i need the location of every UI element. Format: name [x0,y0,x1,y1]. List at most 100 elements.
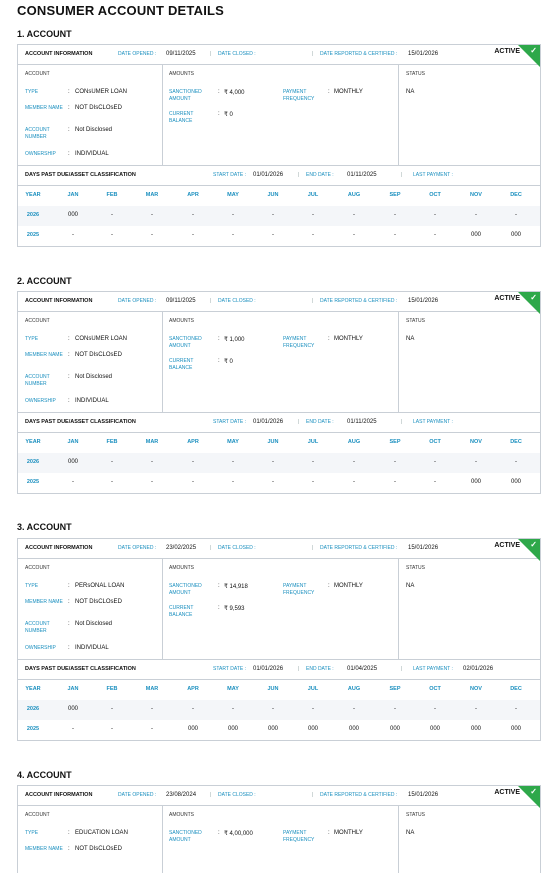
account-info-bar: ACCOUNT INFORMATION DATE OPENED : 09/11/20… [18,292,540,314]
separator: | [312,298,314,304]
amounts-column: AMOUNTS SANCTIONED AMOUNT: ₹ 14,918 CURRENT… [162,559,399,659]
amounts-column: AMOUNTS SANCTIONED AMOUNT: ₹ 1,000 CURRENT … [162,312,399,412]
dpd-cell: - [272,232,274,238]
date-opened-value: 23/02/2025 [166,545,197,551]
sanctioned-amount-field-value: ₹ 1,000 [224,337,245,343]
dpd-cell: - [192,479,194,485]
ownership-field: OWNERSHIP: INDIVIDUAL [25,151,165,167]
month-header: JAN [67,192,79,198]
dpd-cell: 000 [67,706,78,712]
end-date-label: END DATE : [306,172,334,178]
account-info-bar: ACCOUNT INFORMATION DATE OPENED : 23/02/20… [18,539,540,561]
type-field: TYPE: PERsONAL LOAN [25,583,165,599]
dpd-cell: - [394,459,396,465]
sanctioned-amount-field: SANCTIONED AMOUNT: ₹ 14,918 [169,583,309,599]
account-number-field-value: Not Disclosed [75,127,113,133]
page-title: CONSUMER ACCOUNT DETAILS [17,3,225,18]
separator: | [298,666,300,672]
colon: : [328,830,330,836]
date-closed-label: DATE CLOSED : [218,51,256,57]
dpd-year-row: 2026 000 - - - - - - - - - - - [18,700,540,720]
separator: | [401,172,403,178]
amounts-column-header: AMOUNTS [169,71,194,77]
current-balance-field: CURRENT BALANCE: ₹ 9,593 [169,605,309,621]
month-header: FEB [106,439,118,445]
dpd-cell: - [475,706,477,712]
month-header: FEB [106,192,118,198]
dpd-cell: - [151,459,153,465]
month-header: NOV [470,192,482,198]
dpd-cell: - [272,479,274,485]
last-payment-label: LAST PAYMENT : [413,419,453,425]
month-header: JUN [267,686,279,692]
dpd-table: YEAR JAN FEB MAR APR MAY JUN JUL AUG SEP OCT NOV DEC… [18,433,540,493]
end-date-value: 01/04/2025 [347,666,378,672]
date-reported-label: DATE REPORTED & CERTIFIED : [320,545,398,551]
dpd-cell: 000 [187,726,198,732]
dpd-year-row: 2025 - - - - - - - - - - 000 000 [18,473,540,493]
last-payment-label: LAST PAYMENT : [413,666,453,672]
dpd-cell: - [353,212,355,218]
dpd-title: DAYS PAST DUE/ASSET CLASSIFICATION [25,419,136,425]
dpd-cell: - [151,706,153,712]
date-reported-value: 15/01/2026 [408,298,439,304]
payment-frequency-field-label: PAYMENT FREQUENCY [283,336,315,349]
date-reported-label: DATE REPORTED & CERTIFIED : [320,792,398,798]
month-header: APR [187,192,199,198]
dpd-cell: - [232,212,234,218]
dpd-cell: 000 [429,726,440,732]
dpd-cell: - [111,459,113,465]
dpd-table: YEAR JAN FEB MAR APR MAY JUN JUL AUG SEP OCT NOV DEC… [18,680,540,740]
dpd-cell: - [515,212,517,218]
dpd-cell: - [72,232,74,238]
dpd-cell: 000 [510,232,521,238]
dpd-cell: - [151,479,153,485]
status-column: STATUS NA [399,65,540,165]
end-date-value: 01/11/2025 [347,172,377,178]
end-date-label: END DATE : [306,419,334,425]
payment-frequency-field-value: MONTHLY [334,89,363,95]
month-header: DEC [510,686,522,692]
type-field-label: TYPE [25,583,39,589]
account-card: ACCOUNT INFORMATION DATE OPENED : 09/11/20… [17,44,541,247]
separator: | [401,666,403,672]
status-value: NA [406,583,415,589]
last-payment-value: 02/01/2026 [463,666,494,672]
account-column: ACCOUNT TYPE: EDUCATION LOAN MEMBER NAME: NO… [18,806,163,873]
status-column: STATUS NA [399,806,540,873]
colon: : [68,105,70,111]
dpd-cell: - [272,459,274,465]
current-balance-field: CURRENT BALANCE: ₹ 0 [169,111,309,127]
date-closed-label: DATE CLOSED : [218,545,256,551]
account-info-label: ACCOUNT INFORMATION [25,298,93,304]
date-opened-label: DATE OPENED : [118,545,157,551]
dpd-cell: - [312,479,314,485]
amounts-column: AMOUNTS SANCTIONED AMOUNT: ₹ 4,00,000 PAYME… [162,806,399,873]
dpd-cell: - [394,232,396,238]
dpd-cell: - [232,479,234,485]
dpd-cell: - [232,459,234,465]
colon: : [328,336,330,342]
account-column: ACCOUNT TYPE: CONsUMER LOAN MEMBER NAME: NOT… [18,312,163,412]
start-date-value: 01/01/2026 [253,666,284,672]
check-icon: ✓ [530,787,537,796]
account-number-field-label: ACCOUNT NUMBER [25,621,50,634]
dpd-cell: 000 [348,726,359,732]
sanctioned-amount-field: SANCTIONED AMOUNT: ₹ 4,00,000 [169,830,309,846]
separator: | [210,545,212,551]
date-opened-value: 09/11/2025 [166,51,196,57]
colon: : [68,583,70,589]
date-reported-label: DATE REPORTED & CERTIFIED : [320,51,398,57]
current-balance-field-label: CURRENT BALANCE [169,111,194,124]
status-column-header: STATUS [406,565,425,571]
dpd-cell: - [272,706,274,712]
dpd-cell: - [434,706,436,712]
ownership-field: OWNERSHIP: INDIVIDUAL [25,645,165,661]
account-number-field: ACCOUNT NUMBER: Not Disclosed [25,374,165,390]
type-field: TYPE: CONsUMER LOAN [25,89,165,105]
end-date-value: 01/11/2025 [347,419,377,425]
dpd-cell: - [192,212,194,218]
month-header: JUL [307,439,319,445]
year-cell: 2026 [26,706,40,712]
member-name-field-value: NOT DIsCLOsED [75,846,122,852]
